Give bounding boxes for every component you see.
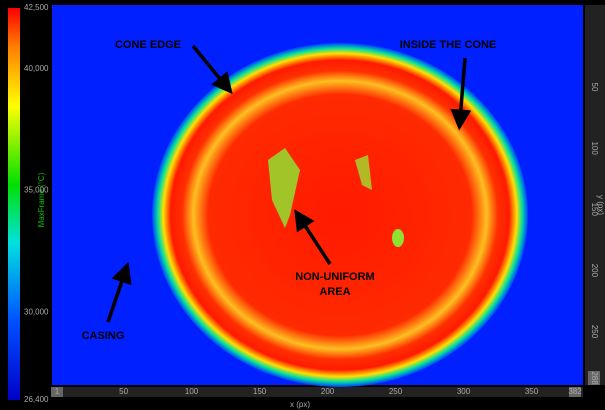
colorbar-tick-label: 26,400	[24, 395, 49, 404]
cone	[152, 43, 528, 387]
x-axis-label: x (px)	[290, 400, 310, 409]
hot-spot	[392, 229, 404, 247]
annotation: INSIDE THE CONE	[400, 39, 497, 51]
x-tick-label: 200	[321, 387, 335, 396]
hot-spot	[268, 148, 300, 228]
x-tick-label: 300	[457, 387, 471, 396]
x-axis-bar	[52, 387, 583, 397]
axis-end-box	[51, 387, 63, 397]
y-tick-label: 50	[590, 83, 599, 92]
y-tick-label: 288	[590, 371, 599, 385]
x-tick-label: 50	[119, 387, 128, 396]
annotation: CONE EDGE	[115, 39, 181, 51]
annotation: AREA	[319, 286, 350, 298]
y-tick-label: 250	[590, 325, 599, 339]
x-tick-label: 250	[389, 387, 403, 396]
axis-end-box	[588, 371, 600, 385]
colorbar-label: MaxFrame (°C)	[37, 172, 46, 227]
x-tick-label: 100	[185, 387, 199, 396]
y-tick-label: 200	[590, 264, 599, 278]
colorbar-tick-label: 35,000	[24, 186, 49, 195]
x-tick-label: 382	[568, 387, 582, 396]
x-tick-label: 150	[253, 387, 267, 396]
x-tick-label: 350	[525, 387, 539, 396]
annotation: CASING	[82, 330, 125, 342]
colorbar-tick-label: 30,000	[24, 307, 49, 316]
hot-spot	[355, 155, 372, 190]
colorbar	[8, 8, 20, 400]
axis-end-box	[569, 387, 581, 397]
colorbar-tick-label: 42,500	[24, 3, 49, 12]
y-tick-label: 100	[590, 141, 599, 155]
x-tick-label: 1	[55, 387, 60, 396]
annotation: NON-UNIFORM	[295, 271, 374, 283]
y-axis-label: y (px)	[596, 195, 605, 215]
y-axis-bar	[585, 5, 605, 385]
arrows	[106, 44, 472, 323]
colorbar-tick-label: 40,000	[24, 64, 49, 73]
y-tick-label: 150	[590, 203, 599, 217]
